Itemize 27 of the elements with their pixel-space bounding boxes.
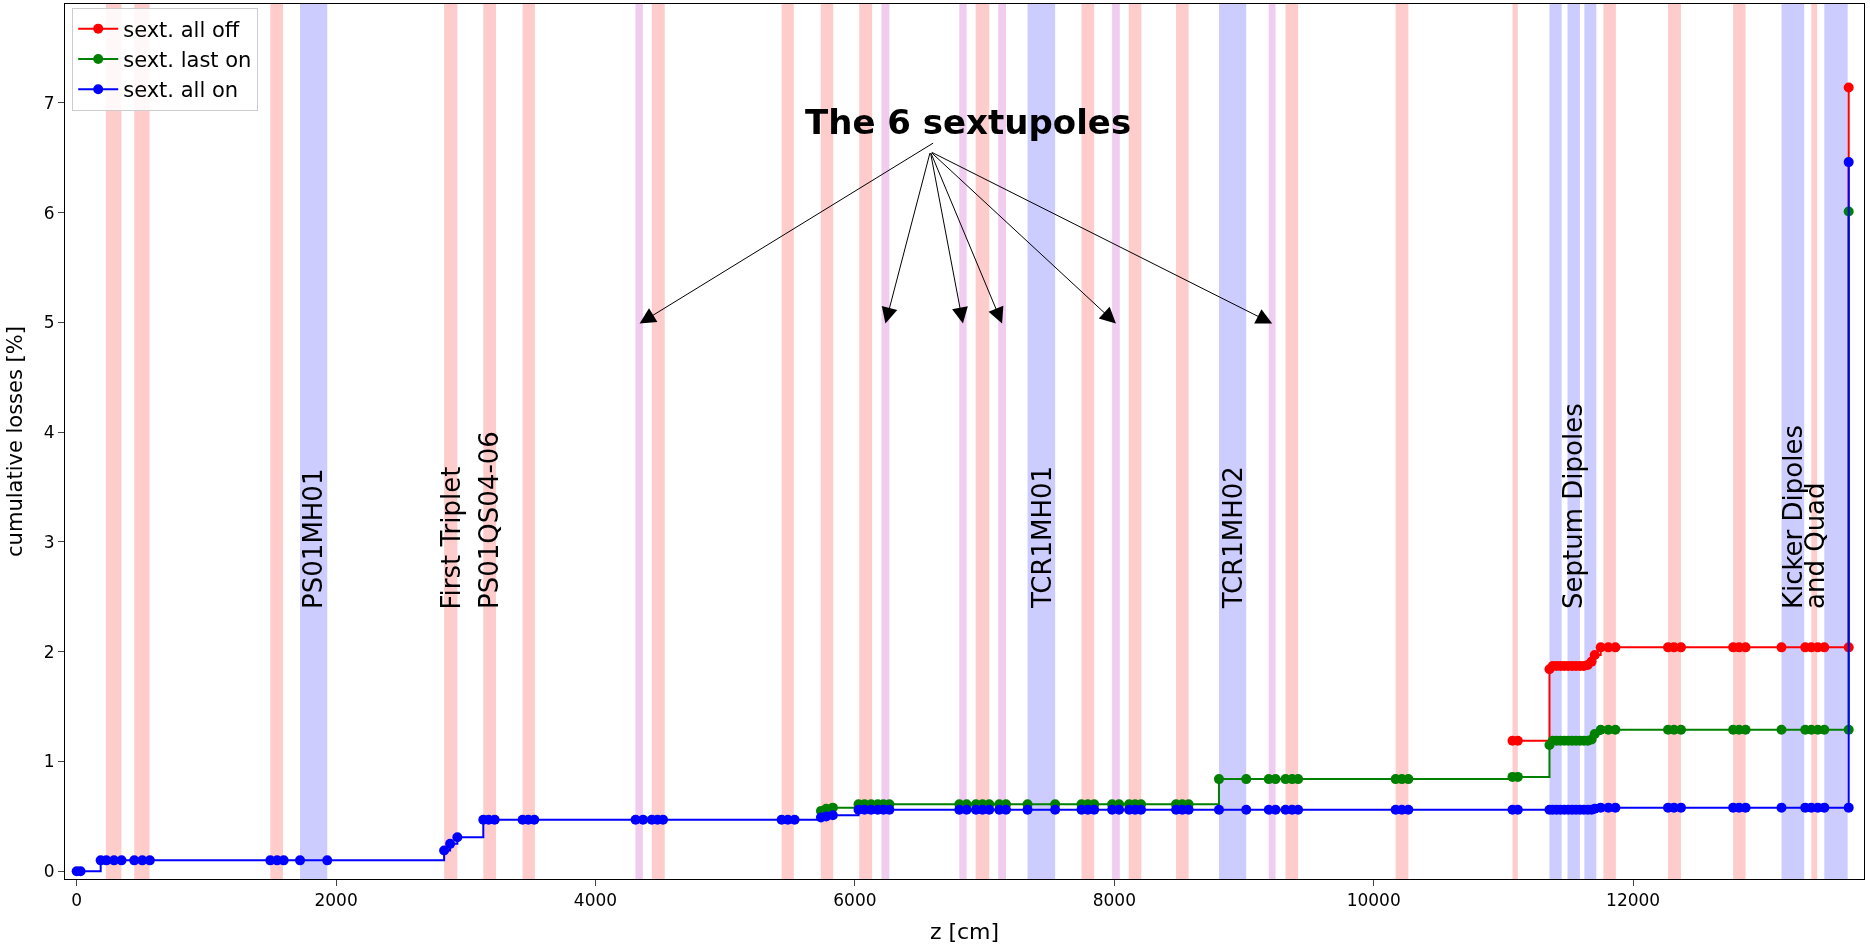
- x-tick-label: 8000: [1092, 890, 1136, 911]
- x-tick-label: 6000: [833, 890, 877, 911]
- y-tick-label: 5: [43, 312, 55, 333]
- legend-label: sext. all off: [123, 17, 240, 42]
- x-tick-label: 2000: [314, 890, 358, 911]
- x-tick-label: 0: [71, 890, 83, 911]
- x-tick-label: 4000: [573, 890, 618, 911]
- x-tick-label: 10000: [1346, 890, 1401, 911]
- y-tick-label: 7: [43, 92, 55, 113]
- legend-label: sext. last on: [123, 48, 252, 73]
- annotation: The 6 sextupoles: [805, 102, 1132, 142]
- y-tick-label: 0: [43, 861, 55, 882]
- band-label: Septum Dipoles: [1558, 403, 1589, 609]
- band-label: TCR1MH02: [1217, 466, 1248, 610]
- band-label: First Triplet: [435, 466, 466, 610]
- band-label: TCR1MH01: [1026, 465, 1057, 610]
- y-tick-label: 2: [43, 641, 55, 662]
- band-label: PS01QS04-06: [474, 431, 505, 609]
- y-tick-label: 3: [43, 531, 55, 552]
- legend-label: sext. all on: [123, 78, 239, 103]
- band-label: PS01MH01: [298, 468, 329, 609]
- y-tick-label: 4: [43, 422, 55, 443]
- y-tick-label: 1: [43, 751, 55, 772]
- y-axis-title: cumulative losses [%]: [2, 326, 27, 557]
- x-axis-title: z [cm]: [929, 919, 1000, 944]
- x-tick-label: 12000: [1606, 890, 1661, 911]
- y-tick-label: 6: [43, 202, 55, 223]
